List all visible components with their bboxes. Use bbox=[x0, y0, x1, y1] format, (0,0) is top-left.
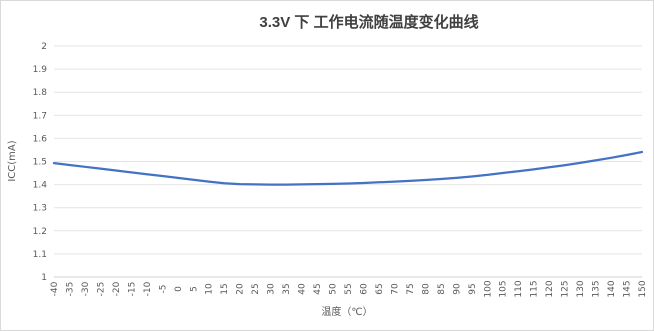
x-tick-label: 150 bbox=[638, 280, 648, 297]
x-tick-label: 105 bbox=[499, 280, 509, 297]
y-tick-label: 1.5 bbox=[33, 158, 47, 168]
y-tick-label: 1.3 bbox=[33, 204, 47, 214]
gridlines bbox=[54, 45, 642, 278]
x-tick-label: 130 bbox=[576, 280, 586, 297]
x-tick-labels: -40 -35 -30 -25 -20 -15 -10 -5 0 5 10 15 20 25 30 35 40 4… bbox=[50, 280, 648, 297]
y-axis-title: ICC(mA) bbox=[7, 140, 18, 181]
x-tick-label: 75 bbox=[406, 283, 416, 294]
x-tick-label: 110 bbox=[514, 280, 524, 297]
x-tick-label: 70 bbox=[390, 283, 400, 295]
x-tick-label: 85 bbox=[437, 283, 447, 294]
y-tick-label: 1.2 bbox=[33, 227, 47, 237]
x-tick-label: -40 bbox=[50, 281, 60, 296]
x-tick-label: 100 bbox=[483, 280, 493, 297]
x-tick-label: 65 bbox=[375, 283, 385, 294]
x-tick-label: 10 bbox=[205, 283, 215, 295]
x-tick-label: -15 bbox=[127, 282, 137, 297]
x-tick-label: 95 bbox=[468, 283, 478, 294]
x-tick-label: 50 bbox=[329, 283, 339, 295]
y-tick-label: 1 bbox=[41, 273, 47, 283]
chart-title: 3.3V 下 工作电流随温度变化曲线 bbox=[259, 13, 478, 31]
y-tick-label: 1.8 bbox=[33, 88, 48, 98]
x-tick-label: 60 bbox=[359, 283, 369, 295]
x-tick-label: 90 bbox=[452, 283, 462, 295]
x-tick-label: 0 bbox=[174, 286, 184, 292]
x-tick-label: 20 bbox=[236, 283, 246, 295]
x-tick-label: 25 bbox=[251, 283, 261, 294]
x-tick-label: 5 bbox=[189, 286, 199, 292]
y-tick-label: 2 bbox=[41, 42, 47, 52]
x-tick-label: -20 bbox=[112, 281, 122, 296]
x-tick-label: -5 bbox=[158, 285, 168, 294]
x-tick-label: 55 bbox=[344, 283, 354, 294]
x-tick-label: 120 bbox=[545, 280, 555, 297]
x-tick-label: 80 bbox=[421, 283, 431, 295]
y-tick-label: 1.9 bbox=[33, 65, 48, 75]
x-tick-label: -25 bbox=[96, 282, 106, 297]
x-tick-label: 30 bbox=[267, 283, 277, 295]
y-tick-labels: 1 1.1 1.2 1.3 1.4 1.5 1.6 1.7 1.8 1.9 2 bbox=[33, 42, 48, 283]
x-tick-label: -10 bbox=[143, 281, 153, 296]
y-tick-label: 1.1 bbox=[33, 250, 47, 260]
x-axis-title: 温度（℃） bbox=[321, 305, 372, 318]
x-tick-label: 125 bbox=[561, 280, 571, 297]
y-tick-label: 1.7 bbox=[33, 111, 47, 121]
x-tick-label: 45 bbox=[313, 283, 323, 294]
x-tick-label: 40 bbox=[298, 283, 308, 295]
x-tick-label: 145 bbox=[623, 280, 633, 297]
x-tick-label: -30 bbox=[81, 281, 91, 296]
x-tick-label: 35 bbox=[282, 283, 292, 294]
y-tick-label: 1.6 bbox=[33, 134, 48, 144]
x-tick-label: 135 bbox=[592, 280, 602, 297]
x-tick-label: -35 bbox=[65, 282, 75, 297]
x-tick-label: 140 bbox=[607, 280, 617, 297]
y-tick-label: 1.4 bbox=[33, 181, 48, 191]
series-line bbox=[52, 150, 644, 186]
x-tick-label: 15 bbox=[220, 283, 230, 294]
x-tick-label: 115 bbox=[530, 280, 540, 297]
